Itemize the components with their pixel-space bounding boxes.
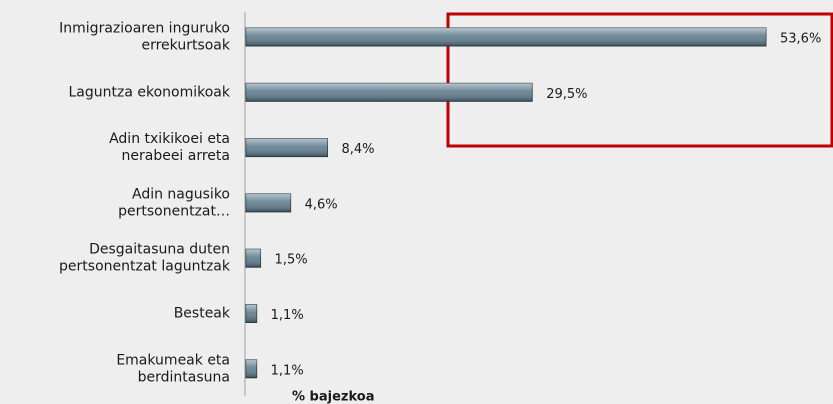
value-label: 1,1% — [271, 308, 304, 323]
bar-shade — [246, 304, 257, 323]
value-label: 1,1% — [271, 363, 304, 378]
category-label: Emakumeak eta — [116, 352, 230, 368]
category-label: nerabeei arreta — [122, 148, 231, 164]
value-label: 8,4% — [341, 142, 374, 157]
category-label: Adin txikikoei eta — [109, 131, 230, 147]
bar-shade — [246, 28, 766, 46]
category-label: Inmigrazioaren inguruko — [59, 21, 230, 37]
category-label: pertsonentzat… — [118, 203, 230, 219]
bar-shade — [246, 83, 533, 102]
category-label: pertsonentzat laguntzak — [59, 259, 231, 275]
category-label: berdintasuna — [138, 369, 230, 385]
value-label: 53,6% — [780, 32, 821, 47]
value-label: 29,5% — [546, 87, 587, 102]
category-label: errekurtsoak — [141, 38, 230, 54]
x-axis-label: % bajezkoa — [292, 390, 374, 404]
highlight-box — [446, 12, 833, 148]
category-label: Adin nagusiko — [132, 186, 230, 202]
category-label: Laguntza ekonomikoak — [69, 84, 231, 100]
bar-shade — [246, 138, 328, 157]
value-label: 1,5% — [275, 253, 308, 268]
bar-shade — [246, 193, 291, 212]
category-label: Desgaitasuna duten — [89, 242, 230, 258]
bar-shade — [246, 359, 257, 378]
bar-shade — [246, 249, 261, 268]
category-label: Besteak — [174, 306, 231, 322]
value-label: 4,6% — [305, 197, 338, 212]
